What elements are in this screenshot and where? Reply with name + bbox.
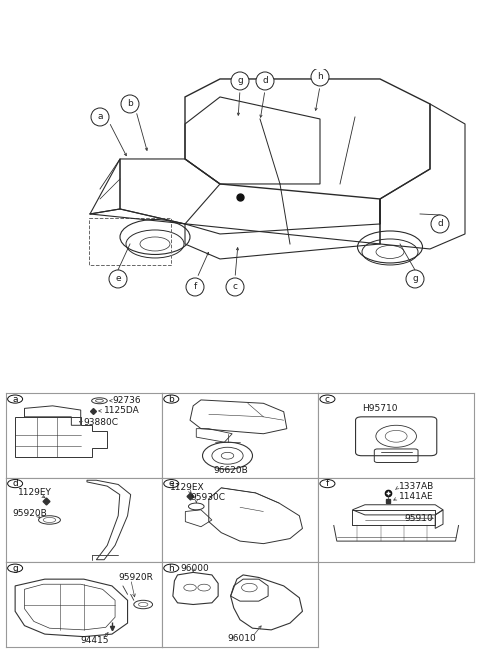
Circle shape <box>186 278 204 296</box>
Text: 92736: 92736 <box>112 396 141 406</box>
Text: 96000: 96000 <box>180 564 209 572</box>
Text: f: f <box>193 282 197 291</box>
Circle shape <box>256 72 274 90</box>
Text: 95910: 95910 <box>404 514 432 523</box>
Circle shape <box>431 215 449 233</box>
Text: a: a <box>97 112 103 121</box>
Text: H95710: H95710 <box>362 404 397 413</box>
Text: 95930C: 95930C <box>190 494 225 503</box>
Text: 95920B: 95920B <box>12 509 47 518</box>
Circle shape <box>226 278 244 296</box>
Text: c: c <box>232 282 238 291</box>
Circle shape <box>231 72 249 90</box>
Text: b: b <box>168 394 174 404</box>
Text: h: h <box>168 564 174 572</box>
Text: g: g <box>412 274 418 284</box>
Text: a: a <box>12 394 18 404</box>
Text: 96620B: 96620B <box>214 466 248 475</box>
Text: g: g <box>237 76 243 85</box>
Text: 1337AB: 1337AB <box>399 482 434 491</box>
Text: b: b <box>127 100 133 108</box>
Text: 95920R: 95920R <box>118 573 153 582</box>
Circle shape <box>311 68 329 86</box>
Text: d: d <box>262 76 268 85</box>
Text: 1141AE: 1141AE <box>399 492 434 501</box>
Circle shape <box>121 95 139 113</box>
Text: e: e <box>168 479 174 488</box>
Circle shape <box>109 270 127 288</box>
Text: 96010: 96010 <box>228 634 256 643</box>
Text: d: d <box>437 220 443 228</box>
Text: 93880C: 93880C <box>84 418 119 427</box>
Text: 1125DA: 1125DA <box>104 406 140 415</box>
Text: 1129EY: 1129EY <box>18 488 52 497</box>
Text: 94415: 94415 <box>81 636 109 645</box>
Text: e: e <box>115 274 121 284</box>
Text: f: f <box>326 479 329 488</box>
Circle shape <box>91 108 109 126</box>
Text: g: g <box>12 564 18 572</box>
Text: 1129EX: 1129EX <box>170 483 204 492</box>
Text: h: h <box>317 72 323 82</box>
Circle shape <box>406 270 424 288</box>
Text: d: d <box>12 479 18 488</box>
Text: c: c <box>325 394 330 404</box>
